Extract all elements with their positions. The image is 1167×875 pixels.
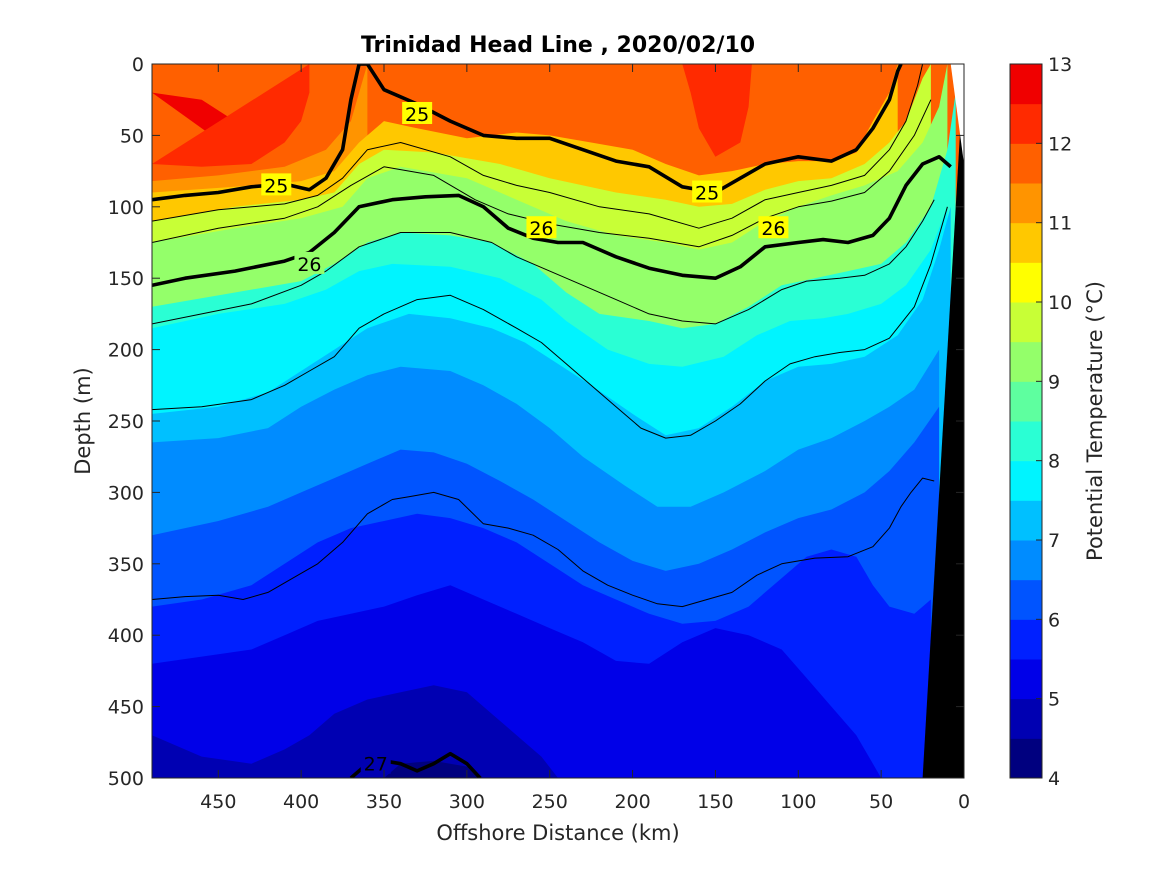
colorbar-tick-label: 6	[1048, 609, 1060, 631]
warm-core	[152, 64, 310, 167]
contour-label-bg	[360, 751, 391, 774]
contour-label-bg	[261, 173, 292, 196]
colorbar-swatch	[1010, 421, 1042, 462]
colorbar-tick-label: 4	[1048, 768, 1060, 790]
colorbar-swatch	[1010, 103, 1042, 144]
colorbar: 4 5 6 7 8 9 10 11 12 13 Potential Temperature (°C…	[1009, 54, 1107, 790]
density-contour	[152, 477, 935, 608]
density-contour	[152, 206, 948, 439]
y-tick-label: 250	[108, 411, 144, 433]
density-contour-labels: 25 25 25 26 26 26 27	[261, 101, 789, 776]
contour-label: 25	[405, 104, 429, 126]
contour-label: 26	[761, 218, 785, 240]
colorbar-frame	[1009, 63, 1043, 779]
colorbar-swatch	[1010, 738, 1042, 779]
y-tick-label: 450	[108, 697, 144, 719]
contour-label: 25	[695, 183, 719, 205]
density-contour	[152, 199, 935, 325]
colorbar-swatch	[1010, 262, 1042, 303]
x-tick-label: 0	[958, 791, 970, 813]
temperature-band	[384, 760, 484, 778]
x-tick-label: 450	[200, 791, 236, 813]
colorbar-swatch	[1010, 540, 1042, 581]
colorbar-tick-label: 8	[1048, 451, 1060, 473]
colorbar-swatch	[1010, 341, 1042, 382]
x-tick-label: 150	[697, 791, 733, 813]
colorbar-swatch	[1010, 659, 1042, 700]
plot-area	[152, 64, 964, 778]
colorbar-swatch	[1010, 460, 1042, 501]
y-axis-ticks: 0 50 100 150 200 250 300 350 400 450 500	[108, 54, 964, 790]
colorbar-swatch	[1010, 619, 1042, 660]
colorbar-tick-label: 12	[1048, 133, 1072, 155]
x-tick-label: 400	[283, 791, 319, 813]
y-tick-label: 100	[108, 197, 144, 219]
contour-label-bg	[294, 251, 325, 274]
contour-label-bg	[758, 216, 789, 239]
x-tick-label: 50	[869, 791, 893, 813]
contour-label: 26	[529, 218, 553, 240]
colorbar-swatch	[1010, 698, 1042, 739]
x-tick-label: 200	[614, 791, 650, 813]
x-tick-label: 300	[449, 791, 485, 813]
y-tick-label: 200	[108, 340, 144, 362]
seafloor	[922, 64, 964, 778]
colorbar-tick-label: 13	[1048, 54, 1072, 76]
no-data-wedge	[950, 64, 964, 164]
contour-label-bg	[402, 101, 433, 124]
temperature-band	[152, 685, 558, 778]
y-tick-label: 0	[132, 54, 144, 76]
y-tick-label: 350	[108, 554, 144, 576]
y-tick-label: 500	[108, 768, 144, 790]
x-tick-label: 250	[532, 791, 568, 813]
colorbar-tick-label: 5	[1048, 689, 1060, 711]
x-axis-label: Offshore Distance (km)	[436, 821, 679, 845]
y-tick-label: 50	[120, 125, 144, 147]
colorbar-swatch	[1010, 381, 1042, 422]
x-tick-label: 100	[780, 791, 816, 813]
colorbar-tick-label: 10	[1048, 292, 1072, 314]
colorbar-swatch	[1010, 500, 1042, 541]
colorbar-swatch	[1010, 579, 1042, 620]
colorbar-swatch	[1010, 183, 1042, 224]
colorbar-swatch	[1010, 222, 1042, 263]
x-axis-ticks: 450 400 350 300 250 200 150 100 50 0	[200, 64, 970, 813]
colorbar-swatch	[1010, 302, 1042, 343]
y-axis-label: Depth (m)	[71, 367, 95, 474]
x-tick-label: 350	[366, 791, 402, 813]
colorbar-tick-label: 7	[1048, 530, 1060, 552]
density-contour	[152, 64, 903, 202]
colorbar-tick-label: 11	[1048, 213, 1072, 235]
density-contours	[152, 64, 952, 778]
y-tick-label: 300	[108, 482, 144, 504]
density-contour	[152, 64, 924, 229]
contour-label: 27	[364, 754, 388, 776]
contour-label: 25	[264, 175, 288, 197]
chart-title: Trinidad Head Line , 2020/02/10	[361, 33, 755, 58]
y-tick-label: 150	[108, 268, 144, 290]
contour-label: 26	[297, 254, 321, 276]
colorbar-label: Potential Temperature (°C)	[1083, 281, 1107, 561]
bathymetry-mask	[922, 64, 964, 778]
colorbar-tick-label: 9	[1048, 371, 1060, 393]
temperature-fill	[152, 64, 964, 778]
contour-label-bg	[526, 216, 557, 239]
colorbar-ticks: 4 5 6 7 8 9 10 11 12 13	[1036, 54, 1072, 790]
contour-label-bg	[692, 180, 723, 203]
warm-core	[682, 64, 752, 157]
colorbar-swatches	[1010, 64, 1042, 779]
density-contour	[152, 99, 932, 248]
density-contour	[152, 155, 952, 288]
colorbar-swatch	[1010, 64, 1042, 105]
y-tick-label: 400	[108, 625, 144, 647]
colorbar-swatch	[1010, 143, 1042, 184]
